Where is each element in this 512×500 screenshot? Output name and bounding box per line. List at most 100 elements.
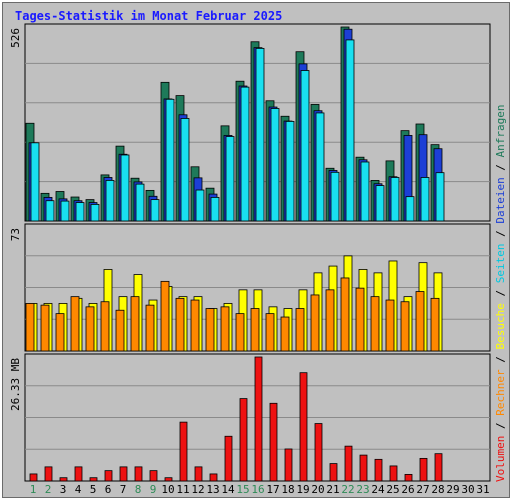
bottom-bar-volumen-day-11 (179, 421, 188, 482)
bottom-bar-volumen-day-9 (149, 470, 158, 482)
bottom-bar-volumen-day-20 (314, 423, 323, 482)
x-tick-label: 8 (135, 483, 142, 496)
bottom-bar-volumen-day-13 (209, 473, 218, 482)
top-bar-seiten-day-13 (210, 196, 220, 222)
top-bar-seiten-day-20 (315, 112, 325, 222)
top-bar-seiten-day-7 (120, 154, 130, 222)
x-tick-label: 24 (371, 483, 385, 496)
top-bar-seiten-day-8 (135, 183, 145, 222)
bottom-bar-volumen-day-21 (329, 463, 338, 482)
x-tick-label: 31 (476, 483, 489, 496)
bottom-bar-volumen-day-17 (269, 402, 278, 482)
bottom-bar-volumen-day-14 (224, 435, 233, 482)
bottom-bar-volumen-day-1 (29, 473, 38, 482)
top-ymax-label: 526 (9, 28, 22, 48)
legend-separator: / (494, 416, 507, 436)
middle-bar-rechner-day-8 (130, 296, 140, 352)
x-tick-label: 14 (221, 483, 235, 496)
x-tick-label: 2 (45, 483, 52, 496)
x-tick-label: 23 (356, 483, 369, 496)
middle-bar-rechner-day-2 (40, 304, 50, 352)
middle-bar-rechner-day-28 (430, 297, 440, 352)
middle-panel: 73 (9, 223, 491, 352)
x-tick-label: 11 (176, 483, 189, 496)
bottom-panel: 26.33 MB (9, 353, 491, 482)
middle-bar-rechner-day-16 (250, 308, 260, 352)
top-bar-seiten-day-11 (180, 118, 190, 222)
bottom-bar-volumen-day-2 (44, 466, 53, 482)
middle-bar-rechner-day-25 (385, 299, 395, 352)
middle-bar-rechner-day-9 (145, 304, 155, 352)
middle-bar-rechner-day-10 (160, 280, 170, 352)
middle-ymax-label: 73 (9, 228, 22, 241)
top-bar-seiten-day-14 (225, 136, 235, 222)
x-tick-label: 20 (311, 483, 324, 496)
x-tick-label: 27 (416, 483, 429, 496)
top-bar-seiten-day-22 (345, 39, 355, 222)
middle-bar-rechner-day-5 (85, 306, 95, 352)
bottom-bar-volumen-day-23 (359, 454, 368, 482)
top-bar-seiten-day-1 (30, 142, 40, 222)
top-bar-seiten-day-2 (45, 200, 55, 222)
chart-title: Tages-Statistik im Monat Februar 2025 (15, 9, 282, 23)
top-bar-seiten-day-19 (300, 70, 310, 222)
x-tick-label: 18 (281, 483, 294, 496)
middle-bar-rechner-day-26 (400, 301, 410, 352)
x-tick-label: 6 (105, 483, 112, 496)
bottom-bar-volumen-day-22 (344, 445, 353, 482)
x-tick-label: 17 (266, 483, 279, 496)
top-bar-seiten-day-10 (165, 98, 175, 222)
x-tick-label: 29 (446, 483, 459, 496)
middle-bar-rechner-day-12 (190, 299, 200, 352)
top-bar-seiten-day-5 (90, 204, 100, 222)
legend-separator: / (494, 350, 507, 370)
top-bar-seiten-day-25 (390, 177, 400, 222)
bottom-bar-volumen-day-10 (164, 477, 173, 482)
x-tick-label: 30 (461, 483, 474, 496)
x-tick-label: 13 (206, 483, 219, 496)
x-tick-label: 3 (60, 483, 67, 496)
bottom-bar-volumen-day-16 (254, 356, 263, 482)
top-bar-seiten-day-17 (270, 108, 280, 222)
top-bar-seiten-day-9 (150, 199, 160, 222)
middle-bar-rechner-day-11 (175, 297, 185, 352)
bottom-bar-volumen-day-5 (89, 477, 98, 482)
x-tick-label: 28 (431, 483, 444, 496)
x-tick-label: 25 (386, 483, 399, 496)
bottom-bar-volumen-day-8 (134, 466, 143, 482)
bottom-ymax-label: 26.33 MB (9, 358, 22, 411)
x-tick-label: 19 (296, 483, 309, 496)
x-tick-label: 21 (326, 483, 339, 496)
middle-bar-rechner-day-3 (55, 313, 65, 352)
x-tick-label: 9 (150, 483, 157, 496)
middle-bar-rechner-day-1 (25, 303, 35, 352)
top-bar-seiten-day-15 (240, 86, 250, 222)
middle-bar-rechner-day-19 (295, 308, 305, 352)
middle-bar-rechner-day-24 (370, 296, 380, 352)
bottom-bar-volumen-day-19 (299, 372, 308, 482)
middle-bar-rechner-day-4 (70, 296, 80, 352)
bottom-bar-volumen-day-4 (74, 466, 83, 482)
bottom-bar-volumen-day-3 (59, 477, 68, 482)
x-tick-label: 15 (236, 483, 249, 496)
top-bar-seiten-day-27 (420, 177, 430, 222)
legend-item-dateien: Dateien (494, 177, 507, 223)
x-tick-label: 4 (75, 483, 82, 496)
middle-bar-rechner-day-27 (415, 291, 425, 352)
bottom-bar-volumen-day-15 (239, 398, 248, 482)
x-tick-label: 12 (191, 483, 204, 496)
middle-bar-rechner-day-13 (205, 308, 215, 352)
middle-bar-rechner-day-15 (235, 313, 245, 352)
middle-bar-rechner-day-18 (280, 316, 290, 352)
top-bar-seiten-day-12 (195, 189, 205, 222)
middle-bar-rechner-day-21 (325, 289, 335, 352)
top-bar-seiten-day-18 (285, 121, 295, 222)
x-tick-label: 10 (161, 483, 174, 496)
legend-item-seiten: Seiten (494, 244, 507, 284)
bottom-bar-volumen-day-28 (434, 453, 443, 482)
middle-bar-rechner-day-17 (265, 313, 275, 352)
x-tick-label: 7 (120, 483, 127, 496)
x-tick-label: 5 (90, 483, 97, 496)
bottom-bar-volumen-day-12 (194, 466, 203, 482)
